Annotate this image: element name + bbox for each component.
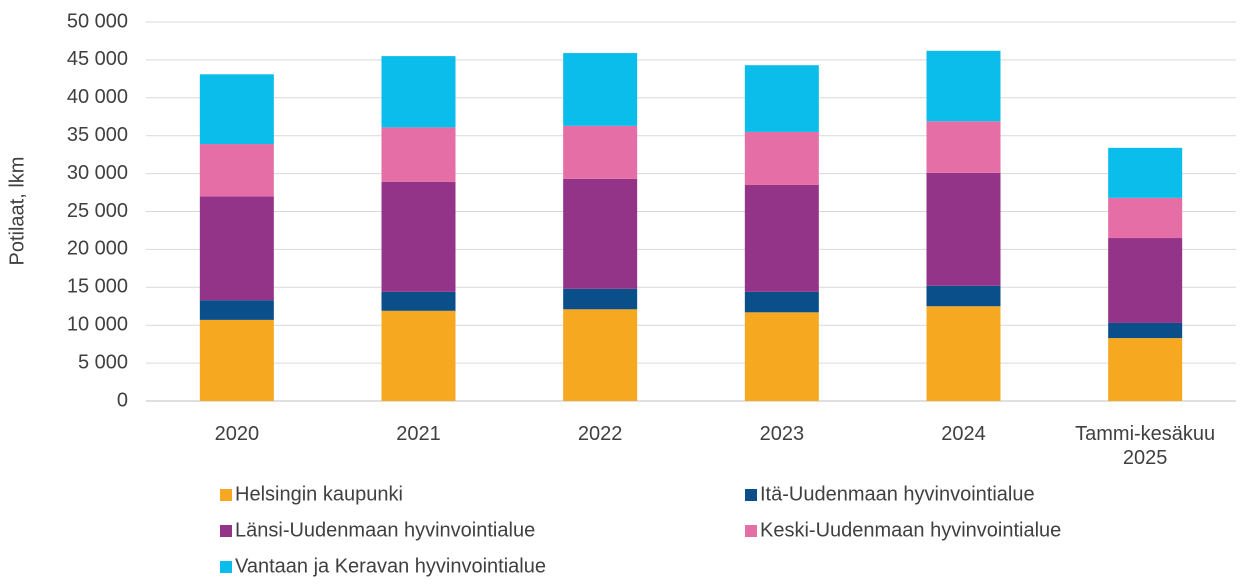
y-tick-label: 0 (117, 389, 128, 411)
y-tick-label: 50 000 (67, 10, 128, 32)
bar-segment (199, 144, 274, 197)
y-tick-label: 15 000 (67, 276, 128, 298)
y-tick-label: 30 000 (67, 162, 128, 184)
bar-segment (381, 181, 456, 292)
bar-segment (926, 306, 1001, 401)
y-tick-label: 20 000 (67, 238, 128, 260)
legend-swatch (220, 525, 232, 537)
legend-label: Itä-Uudenmaan hyvinvointialue (760, 483, 1035, 505)
bar-segment (199, 319, 274, 401)
y-tick-label: 10 000 (67, 313, 128, 335)
y-tick-label: 45 000 (67, 48, 128, 70)
bar-segment (744, 291, 819, 313)
bar-segment (1108, 322, 1183, 339)
bar-segment (381, 56, 456, 128)
bar-segment (563, 178, 638, 289)
x-tick-label: 2023 (759, 423, 805, 445)
bar-segment (1108, 238, 1183, 323)
bar-segment (926, 172, 1001, 286)
legend-swatch (220, 489, 232, 501)
y-tick-label: 25 000 (67, 200, 128, 222)
bar-segment (563, 125, 638, 179)
legend-label: Vantaan ja Keravan hyvinvointialue (235, 555, 546, 577)
bar-segment (563, 309, 638, 401)
bar-segment (381, 127, 456, 182)
bar-segment (744, 184, 819, 292)
bar-segment (199, 196, 274, 301)
x-tick-label: Tammi-kesäkuu 2025 (1075, 423, 1216, 469)
x-tick-label: 2024 (941, 423, 986, 445)
bar-segment (199, 300, 274, 320)
bar-segment (744, 131, 819, 185)
legend-label: Länsi-Uudenmaan hyvinvointialue (235, 519, 535, 541)
bar-segment (199, 74, 274, 145)
bar-segment (563, 288, 638, 310)
bar-segment (926, 121, 1001, 173)
x-tick-label: 2022 (577, 423, 623, 445)
bar-segment (926, 50, 1001, 122)
legend-swatch (745, 489, 757, 501)
legend-swatch (220, 561, 232, 573)
legend-label: Keski-Uudenmaan hyvinvointialue (760, 519, 1061, 541)
x-tick-label: 2020 (214, 423, 260, 445)
x-tick-label: 2021 (396, 423, 441, 445)
bar-segment (1108, 147, 1183, 198)
bar-segment (563, 53, 638, 126)
bar-segment (744, 312, 819, 401)
bar-segment (381, 291, 456, 311)
y-tick-label: 35 000 (67, 124, 128, 146)
bar-segment (744, 65, 819, 132)
bar-segment (926, 285, 1001, 307)
y-tick-label: 5 000 (78, 351, 128, 373)
bar-segment (1108, 197, 1183, 239)
bar-segment (1108, 338, 1183, 401)
y-axis-label: Potilaat, lkm (6, 157, 28, 266)
legend-swatch (745, 525, 757, 537)
legend-label: Helsingin kaupunki (235, 483, 403, 505)
y-tick-label: 40 000 (67, 86, 128, 108)
bar-segment (381, 310, 456, 401)
